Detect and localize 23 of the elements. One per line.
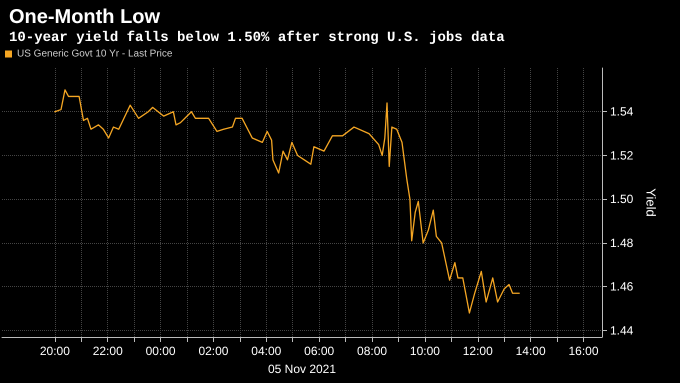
x-tick-label: 02:00 [198,344,229,358]
x-tick-label: 08:00 [357,344,388,358]
x-axis-title: 05 Nov 2021 [268,362,336,376]
chart-subtitle: 10-year yield falls below 1.50% after strong U.S. jobs data [9,30,506,46]
line-series [54,89,520,314]
y-tick-label: 1.48 [610,236,634,250]
x-tick-label: 12:00 [462,344,494,358]
x-tick-label: 10:00 [410,344,440,358]
x-tick-label: 06:00 [304,344,335,358]
x-tick-label: 20:00 [40,344,70,358]
y-tick-label: 1.52 [610,148,634,162]
x-tick-label: 22:00 [92,344,124,358]
x-tick-label: 00:00 [146,344,176,358]
x-tick-label: 14:00 [516,344,546,358]
chart-title: One-Month Low [9,6,161,28]
y-tick-label: 1.44 [610,323,634,338]
x-tick-label: 04:00 [251,344,282,358]
x-tick-label: 16:00 [568,344,599,358]
y-axis-title: Yield [643,188,658,217]
y-tick-label: 1.46 [610,280,634,294]
y-tick-label: 1.50 [610,192,634,206]
legend-label: US Generic Govt 10 Yr - Last Price [17,48,173,60]
y-tick-label: 1.54 [610,104,634,119]
